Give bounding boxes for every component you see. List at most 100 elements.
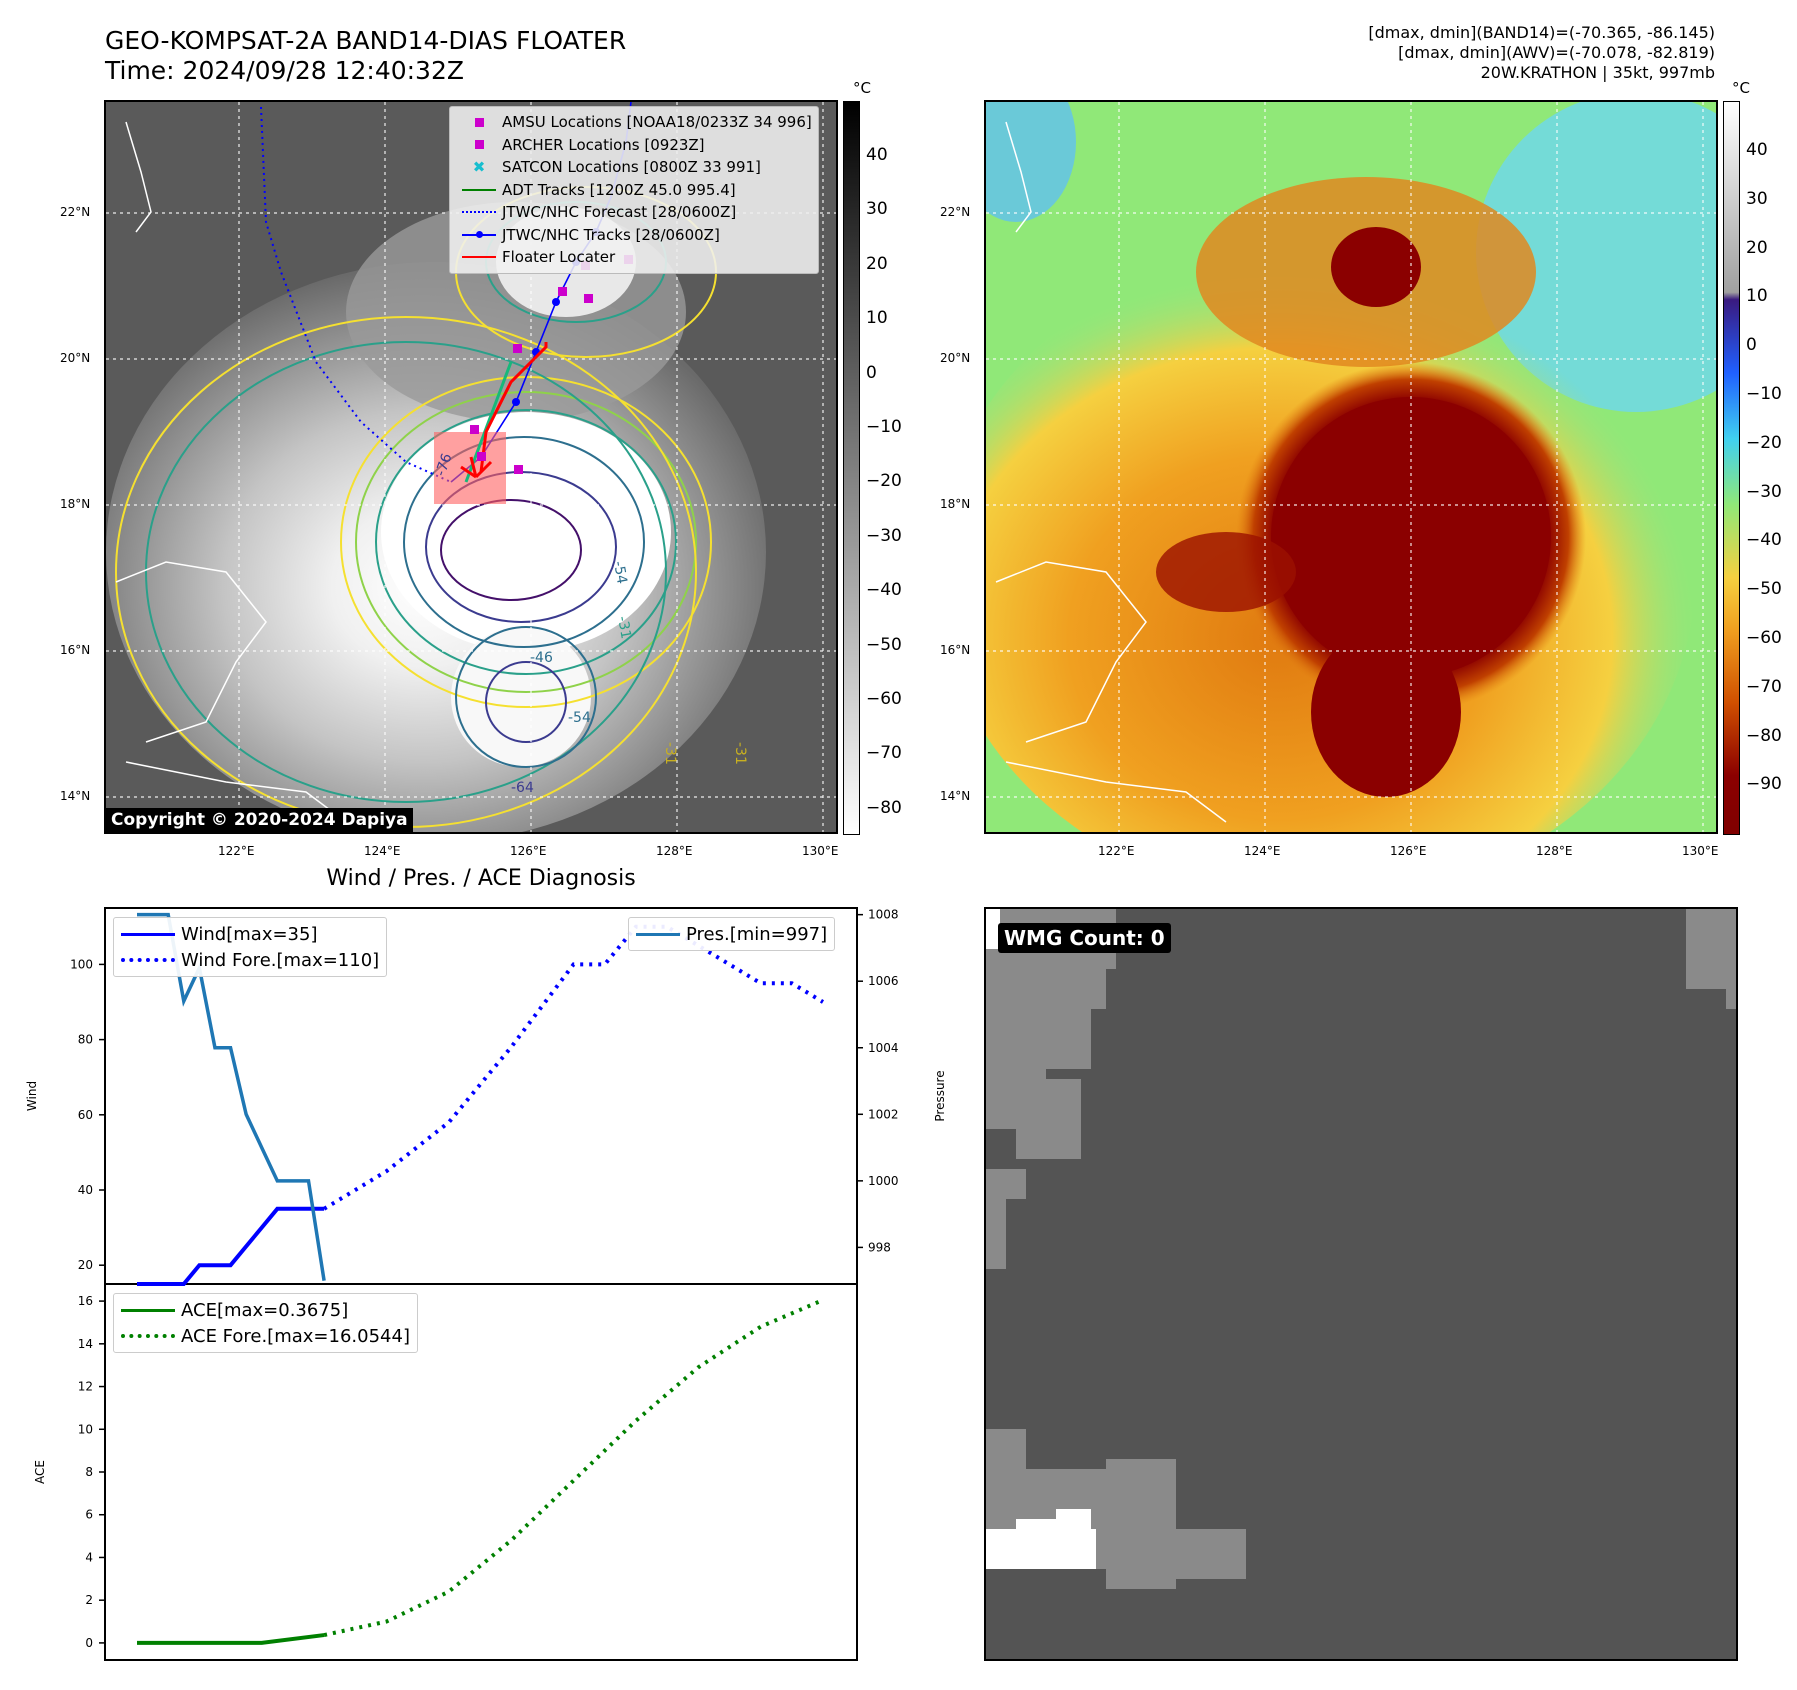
ace-tick-label: 4 [85, 1550, 93, 1564]
lat-label: 16°N [940, 643, 971, 657]
info-storm: 20W.KRATHON | 35kt, 997mb [1480, 63, 1715, 82]
wind-tick-label: 100 [70, 957, 93, 971]
solid-line-icon [636, 932, 680, 936]
wind-tick-label: 40 [78, 1183, 93, 1197]
lat-label: 18°N [940, 497, 971, 511]
lat-label: 22°N [940, 205, 971, 219]
colorbar-tick: 30 [1746, 188, 1768, 209]
wind-tick-label: 60 [78, 1108, 93, 1122]
pressure-tick-label: 1000 [868, 1174, 899, 1188]
wind-tick-label: 20 [78, 1258, 93, 1272]
lon-label: 126°E [510, 844, 547, 858]
ir-colorbar [843, 101, 860, 835]
legend-item-ace: ACE[max=0.3675] [121, 1297, 410, 1323]
ace-tick-label: 12 [78, 1380, 93, 1394]
colorbar-tick: −20 [866, 471, 902, 492]
colorbar-tick: 40 [866, 145, 888, 165]
lon-label: 122°E [218, 844, 255, 858]
colorbar-tick: 20 [866, 253, 888, 274]
wind-axis-label: Wind [25, 1081, 39, 1111]
legend-item-adt: ADT Tracks [1200Z 45.0 995.4] [456, 179, 812, 202]
lat-label: 18°N [60, 497, 91, 511]
ace-line [137, 1633, 325, 1645]
dotted-line-icon [121, 958, 175, 962]
pressure-tick-label: 1002 [868, 1107, 899, 1121]
lat-label: 14°N [60, 789, 91, 803]
contour-label: -46 [530, 650, 553, 666]
wind-legend: Wind[max=35] Wind Fore.[max=110] [113, 917, 388, 977]
awv-colorbar [1723, 101, 1740, 835]
colorbar-tick: −60 [1746, 628, 1782, 648]
ace-tick-label: 8 [85, 1465, 93, 1479]
pressure-tick-label: 1006 [868, 974, 899, 988]
diagnosis-title: Wind / Pres. / ACE Diagnosis [326, 866, 636, 891]
colorbar-tick: −90 [1746, 774, 1782, 795]
color-map-image [986, 102, 1716, 832]
lat-label: 20°N [940, 351, 971, 365]
lon-label: 128°E [1536, 844, 1573, 858]
colorbar-tick: −40 [866, 580, 902, 601]
info-band14: [dmax, dmin](BAND14)=(-70.365, -86.145) [1368, 23, 1715, 42]
color-map-panel [984, 100, 1718, 834]
dotted-line-icon [121, 1334, 175, 1338]
contour-label: -76 [433, 451, 456, 478]
colorbar-tick: −30 [866, 525, 902, 546]
legend-item-wind-fore: Wind Fore.[max=110] [121, 947, 379, 973]
colorbar-tick: −50 [866, 634, 902, 655]
legend-item-wind: Wind[max=35] [121, 921, 379, 947]
ace-legend: ACE[max=0.3675] ACE Fore.[max=16.0544] [113, 1293, 418, 1353]
ir-map-panel: -31 -54 -64 -76 -31 -54 -46 -31 AMSU Loc… [104, 100, 838, 834]
x-marker-icon: ✖ [472, 158, 486, 177]
colorbar-tick: 40 [1746, 140, 1768, 160]
square-marker-icon [456, 140, 502, 150]
solid-line-icon [121, 932, 175, 936]
colorbar-tick: −60 [866, 689, 902, 709]
pressure-tick-label: 1008 [868, 908, 899, 922]
copyright-label: Copyright © 2020-2024 Dapiya [106, 808, 413, 832]
lat-label: 20°N [60, 351, 91, 365]
colorbar-tick: 10 [866, 308, 888, 329]
colorbar-tick: −80 [866, 797, 902, 818]
colorbar-tick: −70 [1746, 676, 1782, 697]
pressure-line [137, 912, 326, 1281]
contour-label: -31 [614, 615, 634, 640]
colorbar-tick: 30 [866, 199, 888, 220]
wind-line [137, 1206, 325, 1286]
colorbar-tick: 0 [1746, 335, 1757, 356]
wmg-panel: WMG Count: 0 [984, 907, 1738, 1661]
colorbar-tick: 0 [866, 362, 877, 383]
lon-label: 126°E [1390, 844, 1427, 858]
lon-label: 124°E [364, 844, 401, 858]
lon-label: 122°E [1098, 844, 1135, 858]
ace-tick-label: 2 [85, 1593, 93, 1607]
colorbar-unit: °C [1732, 79, 1750, 97]
colorbar-tick: −80 [1746, 725, 1782, 746]
lat-label: 16°N [60, 643, 91, 657]
legend-item-forecast: JTWC/NHC Forecast [28/0600Z] [456, 201, 812, 224]
lon-label: 130°E [802, 844, 839, 858]
ace-tick-label: 14 [78, 1337, 93, 1351]
contour-label: -54 [568, 710, 591, 726]
wmg-image [986, 909, 1736, 1589]
colorbar-tick: 10 [1746, 286, 1768, 307]
contour-label: -54 [610, 560, 630, 585]
contour-label: -31 [732, 742, 748, 765]
colorbar-tick: −30 [1746, 481, 1782, 502]
colorbar-tick: −50 [1746, 579, 1782, 600]
colorbar-tick: −10 [1746, 384, 1782, 404]
square-marker-icon [456, 117, 502, 127]
pressure-tick-label: 1004 [868, 1041, 899, 1055]
colorbar-tick: 20 [1746, 237, 1768, 258]
pressure-tick-label: 998 [868, 1240, 891, 1254]
ace-axis-label: ACE [33, 1460, 47, 1484]
colorbar-tick: −70 [866, 743, 902, 764]
solid-line-icon [121, 1308, 175, 1312]
contour-label: -64 [511, 780, 534, 796]
ace-tick-label: 16 [78, 1294, 93, 1308]
legend-item-satcon: ✖ SATCON Locations [0800Z 33 991] [456, 156, 812, 179]
wmg-count-label: WMG Count: 0 [998, 923, 1171, 953]
info-awv: [dmax, dmin](AWV)=(-70.078, -82.819) [1398, 43, 1715, 62]
colorbar-tick: −20 [1746, 432, 1782, 453]
legend-item-ace-fore: ACE Fore.[max=16.0544] [121, 1323, 410, 1349]
colorbar-tick: −40 [1746, 530, 1782, 551]
